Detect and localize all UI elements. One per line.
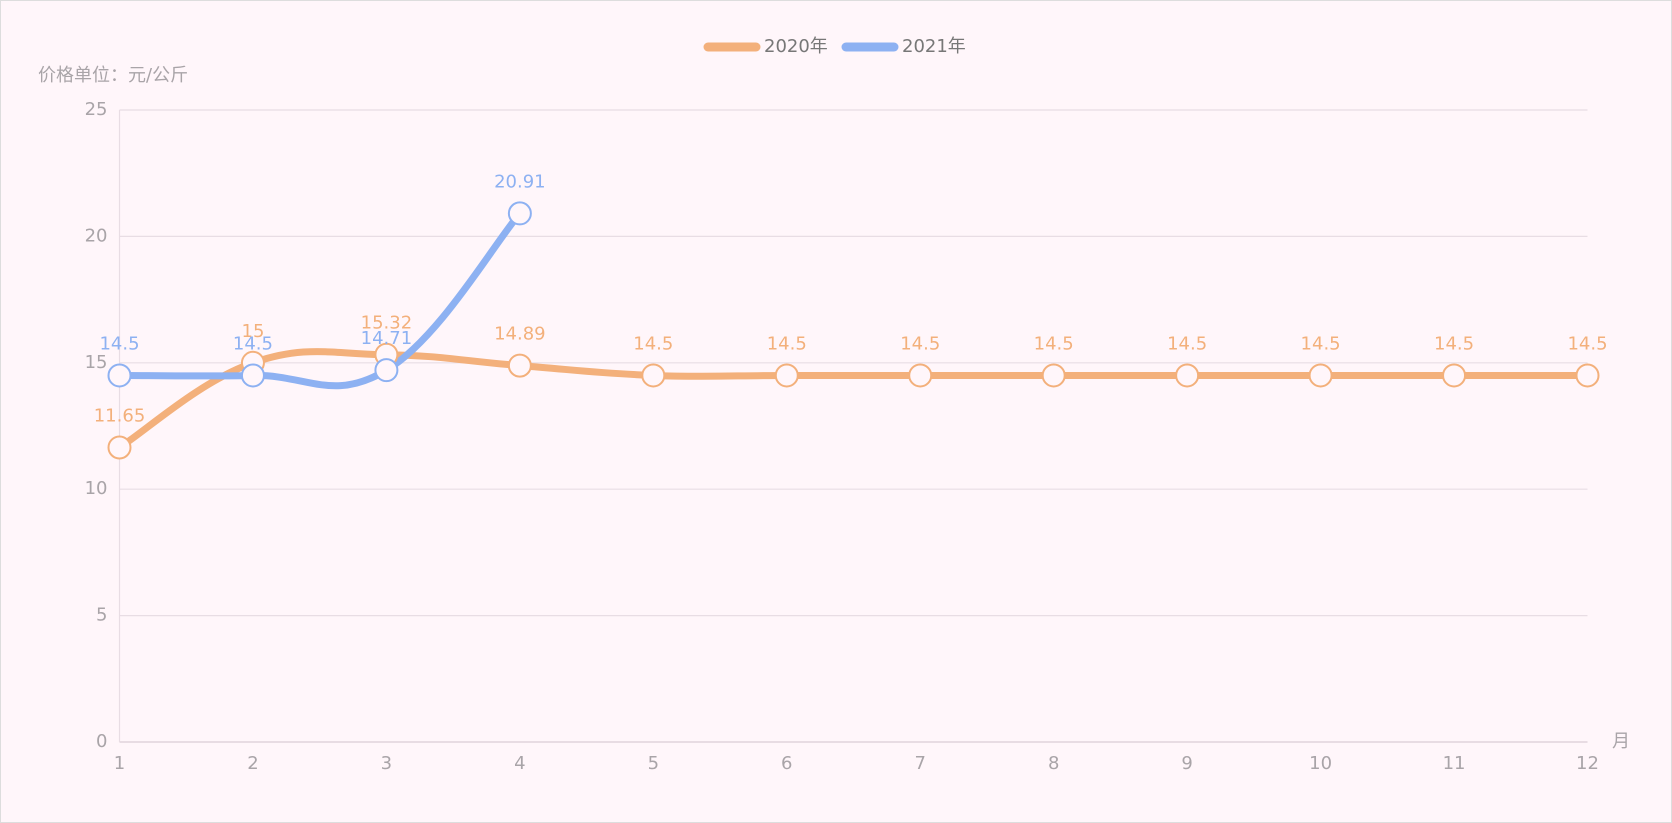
data-label: 14.5 bbox=[633, 333, 673, 354]
point bbox=[374, 358, 399, 383]
x-tick-label: 1 bbox=[114, 753, 125, 774]
point bbox=[774, 363, 799, 388]
data-label: 11.65 bbox=[94, 405, 146, 426]
x-tick-label: 4 bbox=[514, 753, 525, 774]
data-label: 14.5 bbox=[1167, 333, 1207, 354]
data-label: 14.5 bbox=[1434, 333, 1474, 354]
x-tick-label: 3 bbox=[381, 753, 392, 774]
point bbox=[1575, 363, 1600, 388]
data-label: 14.5 bbox=[1034, 333, 1074, 354]
x-axis-label: 月 bbox=[1612, 731, 1630, 752]
data-label: 15.32 bbox=[361, 313, 413, 334]
data-label: 14.5 bbox=[233, 333, 273, 354]
y-axis-label: 价格单位：元/公斤 bbox=[38, 65, 188, 86]
point bbox=[107, 363, 132, 388]
x-tick-label: 9 bbox=[1181, 753, 1192, 774]
x-tick-label: 5 bbox=[648, 753, 659, 774]
data-label: 20.91 bbox=[494, 171, 546, 192]
point bbox=[240, 363, 265, 388]
x-tick-label: 7 bbox=[915, 753, 926, 774]
point bbox=[107, 435, 132, 460]
data-label: 14.5 bbox=[900, 333, 940, 354]
point bbox=[1041, 363, 1066, 388]
x-tick-label: 2 bbox=[247, 753, 258, 774]
point bbox=[507, 353, 532, 378]
y-tick-label: 5 bbox=[96, 605, 107, 626]
data-label: 14.5 bbox=[99, 333, 139, 354]
x-tick-label: 10 bbox=[1309, 753, 1332, 774]
data-label: 14.5 bbox=[1301, 333, 1341, 354]
x-tick-label: 11 bbox=[1443, 753, 1466, 774]
series-line bbox=[117, 348, 1588, 451]
point bbox=[641, 363, 666, 388]
x-tick-label: 12 bbox=[1576, 753, 1599, 774]
point bbox=[908, 363, 933, 388]
y-tick-label: 10 bbox=[85, 478, 108, 499]
point bbox=[507, 201, 532, 226]
series-line bbox=[119, 211, 523, 390]
point bbox=[1175, 363, 1200, 388]
x-tick-label: 6 bbox=[781, 753, 792, 774]
y-tick-label: 0 bbox=[96, 731, 107, 752]
x-tick-label: 8 bbox=[1048, 753, 1059, 774]
legend-label: 2021年 bbox=[902, 36, 966, 57]
data-label: 14.89 bbox=[494, 324, 546, 345]
y-tick-label: 15 bbox=[85, 352, 108, 373]
data-label: 15 bbox=[242, 321, 265, 342]
point bbox=[1308, 363, 1333, 388]
y-tick-label: 25 bbox=[85, 99, 108, 120]
data-label: 14.5 bbox=[767, 333, 807, 354]
data-label: 14.5 bbox=[1567, 333, 1607, 354]
data-label: 14.71 bbox=[361, 328, 413, 349]
y-tick-label: 20 bbox=[85, 225, 108, 246]
point bbox=[1442, 363, 1467, 388]
legend-label: 2020年 bbox=[764, 36, 828, 57]
